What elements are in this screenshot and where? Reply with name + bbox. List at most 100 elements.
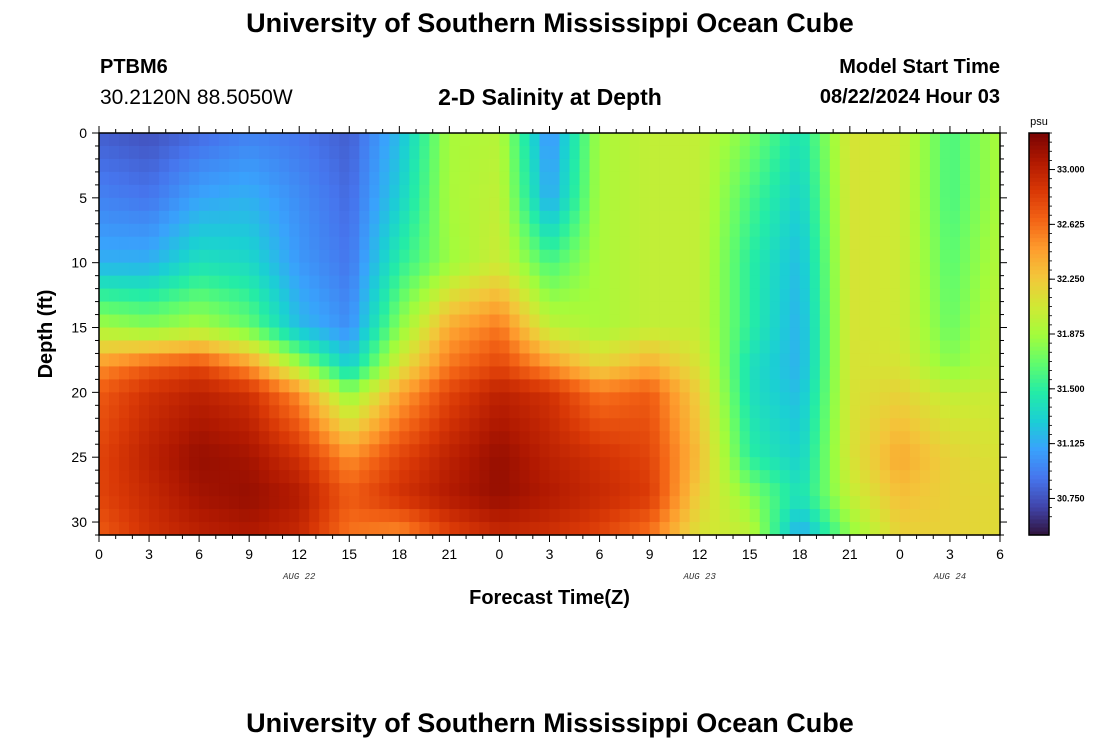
heatmap-cell: [699, 366, 711, 380]
heatmap-cell: [939, 483, 951, 497]
heatmap-cell: [229, 314, 240, 329]
heatmap-cell: [729, 314, 741, 329]
heatmap-cell: [859, 158, 871, 173]
heatmap-cell: [929, 171, 941, 186]
heatmap-cell: [409, 418, 420, 432]
heatmap-cell: [269, 431, 280, 445]
heatmap-cell: [409, 301, 420, 316]
heatmap-cell: [389, 184, 400, 199]
heatmap-cell: [969, 197, 981, 212]
heatmap-cell: [209, 470, 220, 484]
heatmap-cell: [689, 522, 701, 536]
heatmap-cell: [149, 509, 160, 523]
heatmap-cell: [169, 418, 180, 432]
heatmap-cell: [939, 353, 951, 368]
heatmap-cell: [529, 522, 541, 536]
heatmap-cell: [149, 418, 160, 432]
heatmap-cell: [469, 275, 481, 290]
heatmap-cell: [969, 223, 981, 238]
heatmap-cell: [549, 470, 561, 484]
heatmap-cell: [809, 496, 821, 510]
heatmap-cell: [319, 366, 330, 380]
heatmap-cell: [819, 327, 831, 342]
colorbar-segment: [1029, 185, 1049, 190]
heatmap-cell: [989, 444, 1001, 458]
heatmap-cell: [299, 470, 310, 484]
heatmap-cell: [859, 366, 871, 380]
heatmap-cell: [479, 210, 491, 225]
heatmap-cell: [449, 418, 460, 432]
heatmap-cell: [799, 197, 811, 212]
colorbar-segment: [1029, 474, 1049, 480]
heatmap-cell: [879, 301, 891, 316]
colorbar-segment: [1029, 217, 1049, 223]
heatmap-cell: [279, 392, 290, 406]
heatmap-cell: [599, 522, 611, 536]
colorbar-segment: [1029, 530, 1049, 536]
heatmap-cell: [219, 249, 230, 264]
heatmap-cell: [209, 314, 220, 329]
heatmap-cell: [479, 236, 491, 251]
heatmap-cell: [419, 522, 430, 536]
heatmap-cell: [309, 522, 320, 536]
heatmap-cell: [619, 509, 631, 523]
heatmap-cell: [849, 249, 861, 264]
heatmap-cell: [409, 496, 420, 510]
heatmap-cell: [249, 314, 260, 329]
heatmap-cell: [189, 431, 200, 445]
heatmap-cell: [909, 262, 921, 277]
heatmap-cell: [529, 223, 541, 238]
heatmap-cell: [359, 509, 370, 523]
heatmap-cell: [409, 158, 420, 173]
heatmap-cell: [709, 496, 721, 510]
heatmap-cell: [979, 184, 991, 199]
heatmap-cell: [309, 184, 320, 199]
heatmap-cell: [149, 275, 160, 290]
heatmap-cell: [159, 314, 170, 329]
heatmap-cell: [869, 314, 881, 329]
heatmap-cell: [639, 133, 651, 147]
heatmap-cell: [499, 327, 511, 342]
heatmap-cell: [849, 418, 861, 432]
heatmap-cell: [799, 314, 811, 329]
heatmap-cell: [339, 133, 350, 147]
heatmap-cell: [859, 171, 871, 186]
heatmap-cell: [489, 340, 501, 355]
heatmap-cell: [259, 405, 270, 419]
heatmap-cell: [649, 457, 661, 471]
heatmap-cell: [669, 340, 681, 355]
heatmap-cell: [689, 210, 701, 225]
x-tick-label: 9: [646, 546, 654, 562]
heatmap-cell: [199, 301, 210, 316]
heatmap-cell: [829, 158, 841, 173]
heatmap-cell: [679, 457, 691, 471]
heatmap-cell: [559, 470, 571, 484]
heatmap-cell: [829, 301, 841, 316]
heatmap-cell: [879, 366, 891, 380]
heatmap-cell: [889, 262, 901, 277]
heatmap-cell: [489, 366, 501, 380]
heatmap-cell: [429, 353, 440, 368]
heatmap-cell: [599, 379, 611, 393]
heatmap-cell: [969, 340, 981, 355]
heatmap-cell: [299, 509, 310, 523]
heatmap-cell: [749, 327, 761, 342]
heatmap-cell: [649, 223, 661, 238]
heatmap-cell: [979, 470, 991, 484]
heatmap-cell: [139, 496, 150, 510]
heatmap-cell: [349, 366, 360, 380]
heatmap-cell: [689, 327, 701, 342]
heatmap-cell: [639, 366, 651, 380]
heatmap-cell: [669, 327, 681, 342]
heatmap-cell: [179, 249, 190, 264]
heatmap-cell: [189, 210, 200, 225]
heatmap-cell: [389, 327, 400, 342]
heatmap-cell: [309, 392, 320, 406]
heatmap-cell: [329, 184, 340, 199]
heatmap-cell: [429, 431, 440, 445]
heatmap-cell: [259, 262, 270, 277]
heatmap-cell: [119, 223, 130, 238]
heatmap-cell: [939, 133, 951, 147]
heatmap-cell: [839, 301, 851, 316]
heatmap-cell: [799, 210, 811, 225]
